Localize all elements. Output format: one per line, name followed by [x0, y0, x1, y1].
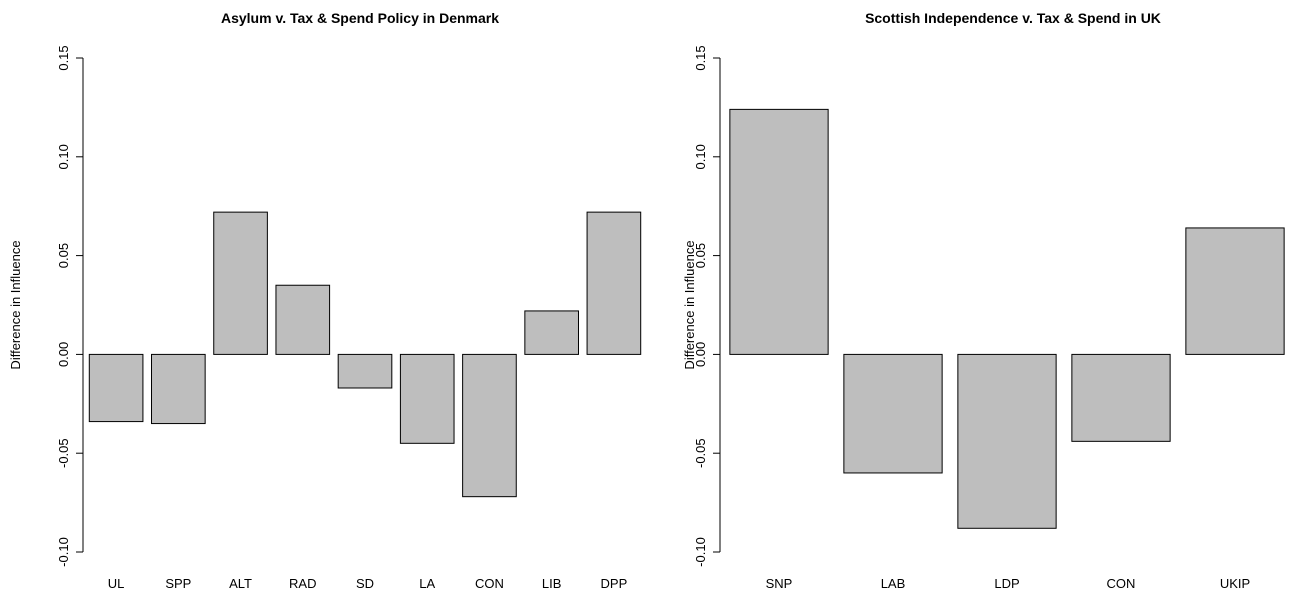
category-label-alt: ALT	[229, 576, 252, 591]
category-label-con: CON	[1107, 576, 1136, 591]
y-tick-label: -0.05	[56, 438, 71, 468]
bar-dpp	[586, 211, 642, 355]
bar-ul	[88, 353, 144, 423]
y-tick-label: 0.10	[693, 144, 708, 169]
bar-lab	[843, 353, 943, 474]
bar-ukip	[1185, 227, 1285, 355]
bar-spp	[151, 353, 206, 425]
bar-lib	[524, 310, 579, 355]
category-label-ldp: LDP	[994, 576, 1019, 591]
category-label-ul: UL	[108, 576, 125, 591]
y-tick-label: 0.10	[56, 144, 71, 169]
chart-panel-1: Asylum v. Tax & Spend Policy in Denmark -…	[8, 10, 642, 591]
bar-alt	[213, 211, 268, 355]
category-label-spp: SPP	[165, 576, 191, 591]
y-tick-label: 0.15	[56, 45, 71, 70]
y-axis-label: Difference in Influence	[8, 240, 23, 369]
y-tick-label: -0.10	[56, 537, 71, 567]
y-tick-label: -0.05	[693, 438, 708, 468]
bar-con	[462, 353, 517, 498]
y-tick-label: -0.10	[693, 537, 708, 567]
bar-la	[399, 353, 455, 444]
category-label-snp: SNP	[766, 576, 793, 591]
y-tick-label: 0.05	[693, 243, 708, 268]
category-label-lib: LIB	[542, 576, 562, 591]
chart-title: Asylum v. Tax & Spend Policy in Denmark	[221, 10, 499, 26]
category-label-la: LA	[419, 576, 435, 591]
category-label-ukip: UKIP	[1220, 576, 1250, 591]
category-label-dpp: DPP	[601, 576, 628, 591]
chart-title: Scottish Independence v. Tax & Spend in …	[865, 10, 1161, 26]
category-label-con: CON	[475, 576, 504, 591]
bar-rad	[275, 284, 331, 355]
bar-sd	[337, 353, 393, 389]
y-tick-label: 0.00	[693, 342, 708, 367]
category-label-lab: LAB	[881, 576, 906, 591]
category-label-sd: SD	[356, 576, 374, 591]
y-tick-label: 0.00	[56, 342, 71, 367]
bar-snp	[729, 108, 829, 355]
y-axis-label: Difference in Influence	[682, 240, 697, 369]
category-label-rad: RAD	[289, 576, 316, 591]
chart-panel-2: Scottish Independence v. Tax & Spend in …	[682, 10, 1285, 591]
bar-con	[1071, 353, 1171, 442]
y-tick-label: 0.05	[56, 243, 71, 268]
y-tick-label: 0.15	[693, 45, 708, 70]
bar-ldp	[957, 353, 1057, 529]
